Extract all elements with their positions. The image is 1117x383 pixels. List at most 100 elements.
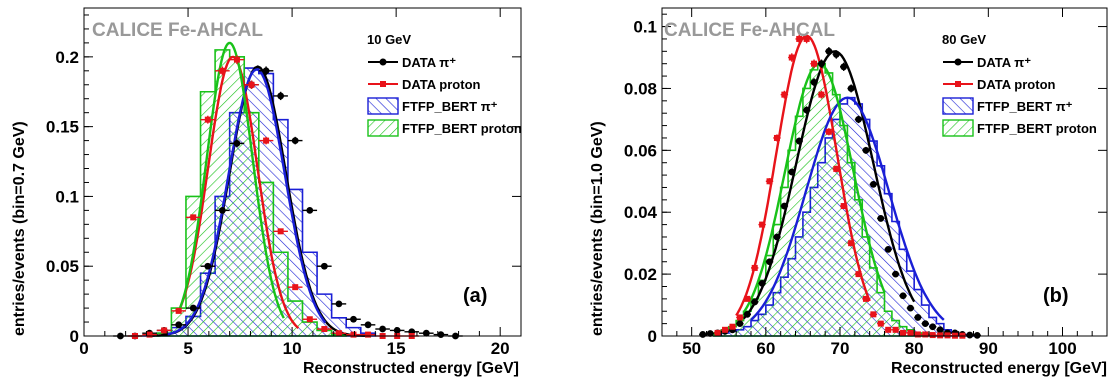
data-point <box>929 323 937 331</box>
legend-swatch <box>942 119 974 137</box>
legend-marker <box>955 81 961 87</box>
y-tick-label: 0.2 <box>55 48 79 67</box>
legend-label: FTFP_BERT π⁺ <box>977 99 1073 114</box>
x-tick-label: 90 <box>979 339 998 358</box>
data-point <box>818 91 825 98</box>
legend-label: FTFP_BERT π⁺ <box>402 99 498 114</box>
data-point <box>877 215 885 222</box>
panel-a-axes: 0 5 10 15 20 0 0.05 0.1 0.15 0.2 <box>46 8 522 358</box>
data-point <box>773 134 780 141</box>
data-point <box>189 304 197 312</box>
data-point <box>364 321 372 329</box>
data-point <box>335 330 342 337</box>
data-point <box>803 35 810 42</box>
data-point <box>885 326 892 333</box>
panel-a-legend: DATA π⁺ DATA proton FTFP_BERT π⁺ FTFP_BERT … <box>367 55 522 137</box>
data-point <box>422 329 430 337</box>
x-tick-label: 20 <box>491 339 510 358</box>
data-point <box>855 271 862 278</box>
x-tick-label: 0 <box>79 339 88 358</box>
x-tick-label: 5 <box>183 339 192 358</box>
legend-swatch <box>367 119 399 137</box>
data-point <box>233 56 240 63</box>
data-point <box>840 203 847 210</box>
data-point <box>335 300 343 308</box>
legend-label: DATA π⁺ <box>977 55 1031 70</box>
panel-a-frame <box>83 7 522 337</box>
panel-a: 0 5 10 15 20 0 0.05 0.1 0.15 0.2 Reconstructed en… <box>11 7 522 377</box>
data-point <box>722 326 729 333</box>
data-point <box>900 329 907 336</box>
data-point <box>219 67 226 74</box>
y-tick-label: 0.15 <box>46 118 79 137</box>
data-point <box>862 295 869 302</box>
panel-a-xlabel: Reconstructed energy [GeV] <box>303 360 519 377</box>
data-point <box>204 262 212 270</box>
data-point <box>263 137 270 144</box>
data-point <box>921 320 929 328</box>
data-point <box>277 228 284 235</box>
data-point <box>937 332 944 339</box>
data-point <box>877 320 884 327</box>
panel-b-energy-label: 80 GeV <box>942 32 986 47</box>
data-point <box>320 262 328 270</box>
panel-a-energy-label: 10 GeV <box>367 32 411 47</box>
y-tick-label: 0.1 <box>633 18 657 37</box>
data-point <box>973 331 981 339</box>
y-tick-label: 0 <box>70 327 79 346</box>
panel-b: 50 60 70 80 90 100 0 0.02 0.04 0.06 0.08 0.1 Recons… <box>589 7 1108 377</box>
x-tick-label: 80 <box>905 339 924 358</box>
data-point <box>437 331 445 339</box>
data-point <box>788 54 795 61</box>
y-tick-label: 0.08 <box>624 79 657 98</box>
data-point <box>729 323 736 330</box>
data-point <box>161 327 168 334</box>
data-point <box>233 139 241 147</box>
legend-label: DATA π⁺ <box>402 55 456 70</box>
data-point <box>847 85 855 92</box>
data-point <box>379 325 387 333</box>
legend-marker <box>954 58 962 66</box>
data-point <box>190 214 197 221</box>
x-tick-label: 70 <box>831 339 850 358</box>
data-point <box>833 165 840 172</box>
data-point <box>751 264 758 271</box>
data-point <box>699 331 707 338</box>
x-tick-label: 15 <box>387 339 406 358</box>
data-point <box>884 245 892 253</box>
panel-a-experiment-label: CALICE Fe-AHCAL <box>92 20 263 41</box>
data-point <box>922 331 929 338</box>
y-tick-label: 0.02 <box>624 265 657 284</box>
data-point <box>350 315 357 323</box>
data-point <box>818 60 825 68</box>
data-point <box>773 233 781 241</box>
x-tick-label: 100 <box>1048 339 1076 358</box>
data-point <box>869 180 877 188</box>
fit-curve <box>735 34 871 317</box>
data-point <box>393 327 401 334</box>
panel-b-plot-area <box>699 34 981 339</box>
data-point <box>892 270 900 278</box>
y-tick-label: 0 <box>648 327 657 346</box>
data-point <box>832 51 840 58</box>
data-point <box>788 168 796 176</box>
data-point <box>714 329 721 336</box>
y-tick-label: 0.06 <box>624 141 657 160</box>
x-tick-label: 50 <box>682 339 701 358</box>
x-tick-label: 10 <box>283 339 302 358</box>
data-point <box>892 326 899 333</box>
data-point <box>899 292 907 300</box>
data-point <box>292 284 299 291</box>
data-point <box>766 258 773 266</box>
y-tick-label: 0.1 <box>55 187 79 206</box>
data-point <box>175 321 183 329</box>
data-point <box>810 78 818 86</box>
legend-marker <box>379 58 387 66</box>
data-point <box>736 314 743 321</box>
fit-curve <box>178 41 285 319</box>
data-point <box>766 178 773 185</box>
fit-curve <box>750 96 945 321</box>
data-point <box>855 115 862 123</box>
data-point <box>248 81 255 88</box>
data-point <box>350 331 357 338</box>
